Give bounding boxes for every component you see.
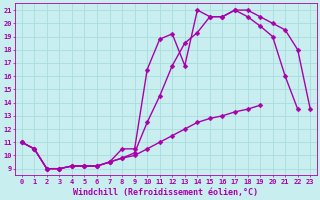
X-axis label: Windchill (Refroidissement éolien,°C): Windchill (Refroidissement éolien,°C): [74, 188, 259, 197]
